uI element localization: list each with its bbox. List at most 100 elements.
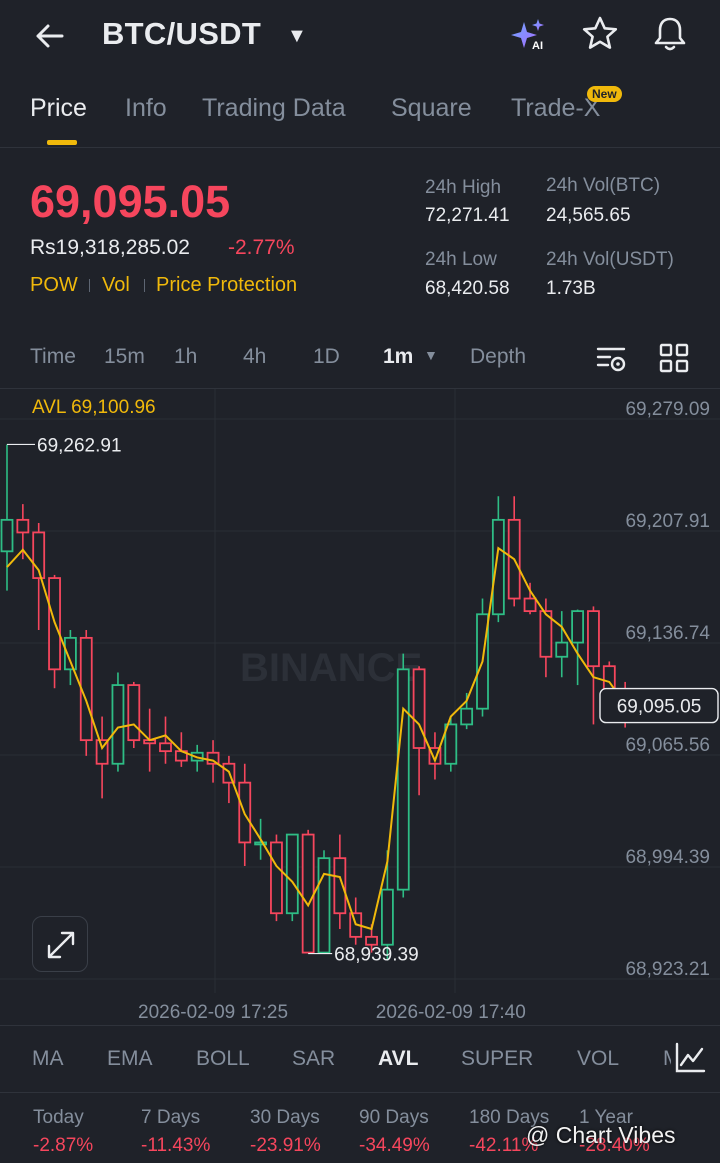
indicator-settings-icon[interactable]	[672, 1040, 708, 1076]
interval-dropdown-icon[interactable]: ▼	[424, 347, 438, 363]
indicator-ma[interactable]: MA	[32, 1047, 64, 1070]
layout-grid-icon[interactable]	[656, 340, 692, 376]
y-tick-label: 69,065.56	[625, 735, 710, 756]
divider	[0, 1092, 720, 1093]
tab-price[interactable]: Price	[30, 94, 87, 122]
stat-24h-high-label: 24h High	[425, 177, 502, 198]
candle	[523, 582, 537, 615]
candle	[317, 850, 331, 954]
candle	[444, 716, 458, 772]
fullscreen-button[interactable]	[32, 916, 88, 972]
candle	[507, 496, 521, 607]
current-price-label: 69,095.05	[617, 697, 702, 718]
interval-15m[interactable]: 15m	[104, 345, 145, 368]
candle	[380, 850, 394, 961]
perf-90d-value: -34.49%	[359, 1135, 430, 1156]
y-tick-label: 68,994.39	[625, 847, 710, 868]
pair-dropdown-icon[interactable]: ▼	[287, 25, 307, 47]
stat-24h-vol-usdt-label: 24h Vol(USDT)	[546, 249, 674, 270]
candle	[571, 609, 584, 686]
indicator-boll[interactable]: BOLL	[196, 1047, 250, 1070]
x-axis-labels: 2026-02-09 17:25 2026-02-09 17:40	[138, 1002, 526, 1023]
y-tick-label: 68,923.21	[625, 959, 710, 980]
perf-30d-value: -23.91%	[250, 1135, 321, 1156]
tab-info[interactable]: Info	[125, 94, 167, 122]
candle	[159, 716, 172, 764]
y-tick-label: 69,207.91	[625, 511, 710, 532]
x-tick-label: 2026-02-09 17:25	[138, 1002, 288, 1023]
indicator-ema[interactable]: EMA	[107, 1047, 153, 1070]
candle	[396, 653, 410, 898]
y-tick-label: 69,136.74	[625, 623, 710, 644]
svg-text:AI: AI	[532, 40, 543, 52]
tab-trade-x[interactable]: Trade-X	[511, 94, 601, 122]
max-price-label: 69,262.91	[37, 435, 122, 456]
y-tick-label: 69,279.09	[625, 399, 710, 420]
new-badge: New	[587, 86, 622, 102]
perf-7d-value: -11.43%	[141, 1135, 211, 1156]
interval-4h[interactable]: 4h	[243, 345, 267, 368]
chart-grid	[0, 389, 720, 993]
candle	[428, 732, 442, 780]
stat-24h-low-value: 68,420.58	[425, 278, 510, 299]
tab-square[interactable]: Square	[391, 94, 472, 122]
candles	[0, 444, 632, 961]
interval-1d[interactable]: 1D	[313, 345, 340, 368]
notification-bell-icon[interactable]	[650, 14, 690, 54]
ai-sparkle-icon[interactable]: AI	[508, 16, 552, 56]
stat-24h-high-value: 72,271.41	[425, 205, 510, 226]
stat-24h-vol-usdt-value: 1.73B	[546, 278, 596, 299]
candle	[0, 444, 14, 591]
candle	[539, 598, 553, 678]
candle	[491, 496, 505, 623]
back-arrow-icon[interactable]	[28, 14, 72, 58]
candle	[111, 672, 125, 772]
interval-1m[interactable]: 1m	[383, 345, 414, 368]
min-price-label: 68,939.39	[334, 945, 419, 966]
candlestick-chart[interactable]: BINANCE 69,279.09 69,207.91 69,136.74 69,06…	[0, 389, 720, 1025]
candle	[32, 522, 46, 630]
candle	[95, 716, 109, 799]
candle	[64, 629, 77, 686]
chart-settings-icon[interactable]	[594, 340, 630, 376]
x-tick-label: 2026-02-09 17:40	[376, 1002, 526, 1023]
chart-annotations: 69,262.91 68,939.39 69,095.05	[7, 435, 719, 966]
tag-separator	[144, 279, 145, 292]
interval-1h[interactable]: 1h	[174, 345, 198, 368]
tag-pow[interactable]: POW	[30, 274, 78, 296]
perf-1y-label: 1 Year	[579, 1107, 633, 1128]
price-change-percent: -2.77%	[228, 236, 295, 259]
top-bar: BTC/USDT ▼ AI	[0, 0, 720, 72]
candle	[127, 681, 141, 749]
indicator-vol[interactable]: VOL	[577, 1047, 620, 1070]
favorite-star-icon[interactable]	[580, 14, 620, 54]
interval-depth[interactable]: Depth	[470, 345, 527, 368]
candle	[555, 611, 569, 678]
candle	[174, 732, 188, 767]
perf-90d-label: 90 Days	[359, 1107, 429, 1128]
indicator-more[interactable]: M	[663, 1047, 671, 1071]
exchange-watermark: BINANCE	[240, 646, 422, 690]
current-price-tag[interactable]	[599, 687, 719, 724]
stat-24h-low-label: 24h Low	[425, 249, 497, 270]
stat-24h-vol-btc-label: 24h Vol(BTC)	[546, 175, 661, 196]
perf-30d-label: 30 Days	[250, 1107, 320, 1128]
tag-vol[interactable]: Vol	[102, 274, 130, 296]
tab-trading-data[interactable]: Trading Data	[202, 94, 346, 122]
y-axis-labels: 69,279.09 69,207.91 69,136.74 69,065.56 68,9…	[625, 399, 710, 980]
candle	[349, 897, 363, 945]
tag-price-protection[interactable]: Price Protection	[156, 274, 298, 296]
candle	[285, 833, 299, 922]
indicator-sar[interactable]: SAR	[292, 1047, 336, 1070]
interval-time[interactable]: Time	[30, 345, 76, 368]
indicator-avl[interactable]: AVL	[378, 1047, 419, 1070]
divider	[0, 147, 720, 148]
stat-24h-vol-btc-value: 24,565.65	[546, 205, 631, 226]
trading-pair-title[interactable]: BTC/USDT	[102, 16, 262, 51]
perf-today-value: -2.87%	[33, 1135, 94, 1156]
indicator-super[interactable]: SUPER	[461, 1047, 534, 1070]
perf-180d-label: 180 Days	[469, 1107, 550, 1128]
perf-180d-value: -42.11%	[469, 1135, 539, 1156]
perf-1y-value: -28.40%	[579, 1135, 650, 1156]
active-tab-indicator	[47, 140, 77, 145]
